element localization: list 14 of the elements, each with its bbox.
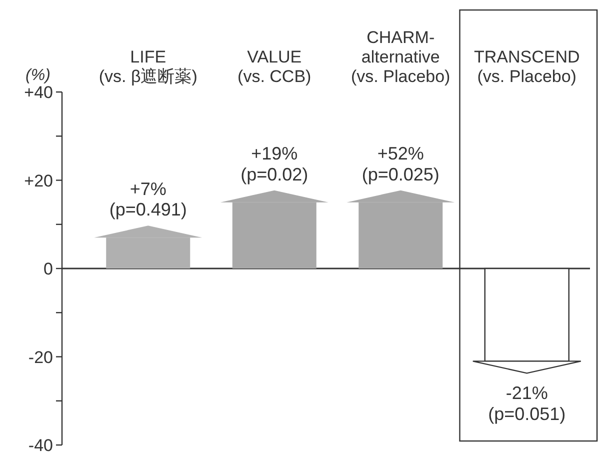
x-tick-label: CHARM- alternative (vs. Placebo) <box>351 28 450 86</box>
annotation: +7% (p=0.491) <box>109 178 187 220</box>
x-tick-label: VALUE (vs. CCB) <box>238 47 312 86</box>
y-tick-label: -20 <box>28 348 53 367</box>
annotation: +52% (p=0.025) <box>362 144 440 184</box>
y-tick-label: +40 <box>24 83 53 102</box>
x-tick-label: LIFE (vs. β遮断薬) <box>98 47 198 86</box>
annotation: -21% (p=0.051) <box>488 383 566 424</box>
y-tick-label: 0 <box>44 260 53 278</box>
annotation: +19% (p=0.02) <box>240 144 308 184</box>
x-tick-label: TRANSCEND (vs. Placebo) <box>474 47 580 86</box>
y-tick-label: +20 <box>24 171 53 190</box>
y-axis-title: (%) <box>26 67 50 84</box>
y-tick-label: -40 <box>28 436 53 452</box>
